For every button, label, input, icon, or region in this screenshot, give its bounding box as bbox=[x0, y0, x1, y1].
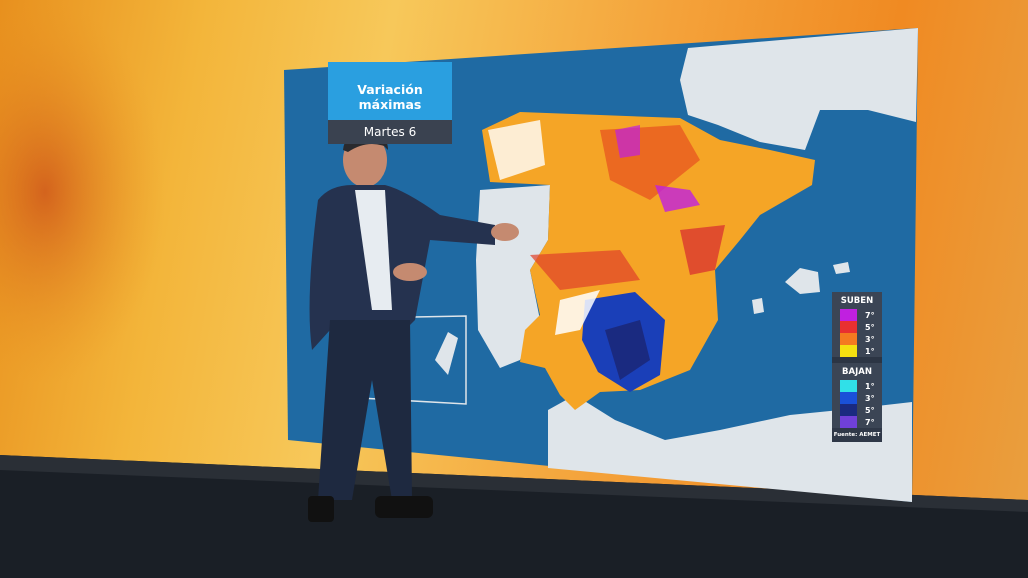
autumn-leaves-background bbox=[0, 0, 300, 480]
legend-swatch bbox=[840, 321, 857, 333]
legend-item: 5° bbox=[832, 404, 882, 416]
legend-item: 7° bbox=[832, 309, 882, 321]
studio-floor bbox=[0, 455, 1028, 578]
legend-value: 3° bbox=[865, 393, 875, 403]
presenter bbox=[308, 131, 519, 522]
legend-item: 1° bbox=[832, 380, 882, 392]
legend-swatch bbox=[840, 416, 857, 428]
legend-value: 1° bbox=[865, 381, 875, 391]
legend-swatch bbox=[840, 404, 857, 416]
africa-land bbox=[548, 395, 912, 502]
legend-swatch bbox=[840, 333, 857, 345]
legend-value: 7° bbox=[865, 310, 875, 320]
legend-down-label: BAJAN bbox=[842, 367, 872, 377]
legend-swatch bbox=[840, 392, 857, 404]
legend-item: 7° bbox=[832, 416, 882, 428]
legend-value: 5° bbox=[865, 405, 875, 415]
legend-item: 5° bbox=[832, 321, 882, 333]
map-title: Variación máximas bbox=[328, 62, 452, 120]
temperature-legend: SUBEN 7° 5° 3° 1° BAJAN 1° 3° 5° 7° Fuente: AE… bbox=[832, 292, 882, 442]
legend-swatch bbox=[840, 380, 857, 392]
map-subtitle: Martes 6 bbox=[328, 120, 452, 144]
legend-item: 3° bbox=[832, 333, 882, 345]
legend-item: 1° bbox=[832, 345, 882, 357]
legend-source: Fuente: AEMET bbox=[832, 428, 882, 442]
legend-up-label: SUBEN bbox=[840, 296, 874, 306]
legend-value: 7° bbox=[865, 417, 875, 427]
legend-swatch bbox=[840, 345, 857, 357]
map-title-box: Variación máximas Martes 6 bbox=[328, 62, 452, 144]
spain-map bbox=[482, 112, 815, 410]
legend-value: 5° bbox=[865, 322, 875, 332]
legend-item: 3° bbox=[832, 392, 882, 404]
legend-swatch bbox=[840, 309, 857, 321]
weather-map-screen bbox=[284, 28, 918, 502]
legend-value: 1° bbox=[865, 346, 875, 356]
legend-value: 3° bbox=[865, 334, 875, 344]
france-land bbox=[680, 28, 918, 150]
balearic-islands bbox=[785, 268, 820, 294]
